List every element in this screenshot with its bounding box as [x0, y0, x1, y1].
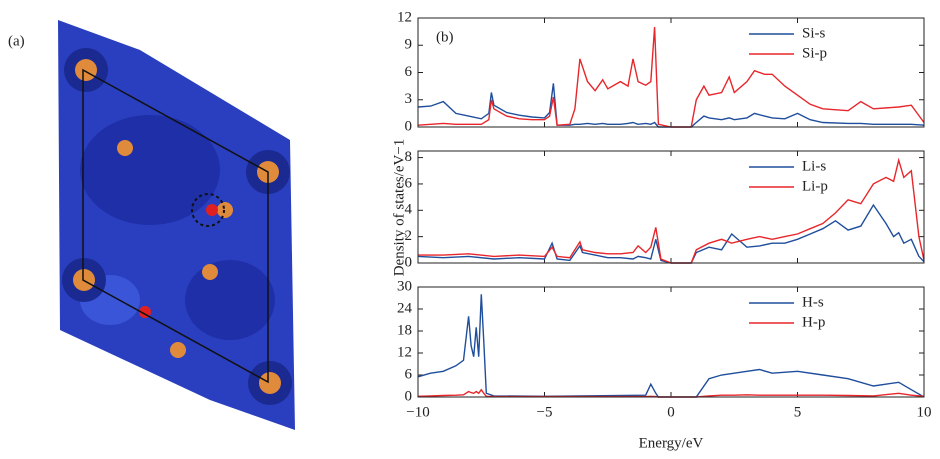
x-tick-label: 10 — [917, 404, 932, 420]
x-axis-label: Energy/eV — [639, 435, 704, 451]
charge-density-image — [58, 20, 295, 430]
x-tick-label: 5 — [794, 404, 802, 420]
y-tick-label: 8 — [405, 149, 413, 165]
series-line — [417, 294, 925, 398]
y-tick-label: 12 — [397, 9, 412, 25]
x-tick-label: 0 — [667, 404, 675, 420]
y-tick-label: 6 — [405, 175, 413, 191]
y-tick-label: 6 — [405, 64, 413, 80]
atom — [206, 204, 218, 216]
y-tick-label: 30 — [397, 278, 412, 294]
y-tick-label: 24 — [397, 300, 413, 316]
panel-label: (b) — [436, 29, 454, 45]
series-line — [417, 27, 925, 128]
legend-label: Li-s — [802, 158, 826, 174]
density-blob — [185, 260, 275, 340]
y-tick-label: 9 — [405, 37, 413, 53]
series-line — [418, 157, 925, 264]
atom — [117, 140, 133, 156]
legend-label: H-s — [802, 294, 824, 310]
x-tick-label: −10 — [406, 404, 429, 420]
density-blob — [80, 115, 220, 225]
legend-label: Si-s — [802, 25, 826, 41]
atom — [75, 59, 97, 81]
series-line — [417, 83, 925, 128]
y-axis-label: Density of states/eV−1 — [391, 139, 407, 277]
legend-label: Si-p — [802, 45, 827, 61]
legend-label: Li-p — [802, 178, 828, 194]
atom — [170, 342, 186, 358]
series-line — [417, 388, 925, 398]
y-tick-label: 2 — [405, 228, 413, 244]
y-tick-label: 18 — [397, 322, 412, 338]
unit-cell — [82, 68, 269, 384]
y-tick-label: 6 — [405, 366, 413, 382]
x-tick-label: −5 — [537, 404, 553, 420]
series-line — [417, 203, 925, 264]
axes-frame — [417, 17, 925, 128]
atom — [259, 372, 281, 394]
atom — [202, 264, 218, 280]
highlight-circle — [191, 193, 225, 227]
y-tick-label: 4 — [405, 202, 413, 218]
y-tick-label: 0 — [405, 254, 413, 270]
y-tick-label: 12 — [397, 344, 412, 360]
y-tick-label: 3 — [405, 91, 413, 107]
axes-frame — [417, 150, 925, 264]
legend-label: H-p — [802, 314, 825, 330]
y-tick-label: 0 — [405, 388, 413, 404]
panel-label: (a) — [8, 33, 25, 49]
axes-frame — [417, 286, 925, 398]
y-tick-label: 0 — [405, 118, 413, 134]
